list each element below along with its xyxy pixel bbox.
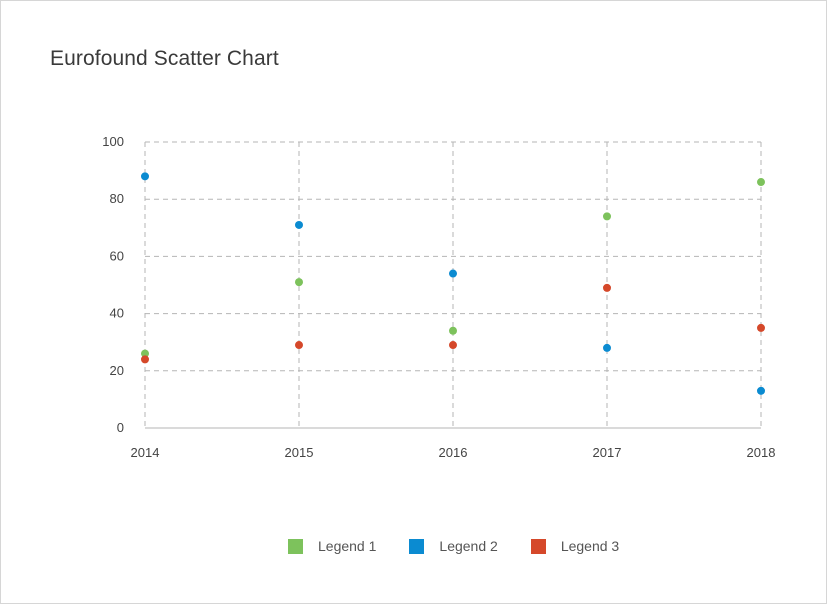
- legend-swatch-2: [409, 538, 425, 554]
- chart-title: Eurofound Scatter Chart: [50, 47, 279, 70]
- legend-swatch-1: [288, 538, 303, 554]
- x-tick-label-2018: 2018: [747, 445, 776, 460]
- point-s3-2018: [757, 323, 765, 332]
- point-s2-2017: [603, 343, 611, 352]
- point-s1-2018: [757, 178, 765, 187]
- legend-label-2: Legend 2: [439, 538, 498, 554]
- y-tick-label-40: 40: [110, 306, 124, 321]
- point-s2-2016: [449, 269, 457, 278]
- point-s1-2016: [449, 326, 457, 335]
- x-tick-label-2016: 2016: [439, 445, 468, 460]
- point-s2-2015: [295, 220, 303, 229]
- legend-label-3: Legend 3: [560, 538, 620, 554]
- point-s3-2014: [141, 355, 149, 364]
- legend-swatch-3: [530, 538, 546, 554]
- legend-item-3[interactable]: Legend 3: [530, 538, 620, 554]
- x-tick-label-2015: 2015: [285, 445, 314, 460]
- point-s2-2014: [141, 172, 149, 181]
- y-tick-label-60: 60: [110, 248, 124, 263]
- legend: Legend 1 Legend 2 Legend 3: [288, 538, 652, 554]
- legend-item-2[interactable]: Legend 2: [409, 538, 498, 554]
- point-s3-2016: [449, 341, 457, 350]
- point-s3-2015: [295, 341, 303, 350]
- x-tick-label-2017: 2017: [593, 445, 622, 460]
- legend-item-1[interactable]: Legend 1: [288, 538, 376, 554]
- y-tick-label-100: 100: [102, 134, 124, 149]
- point-s3-2017: [603, 283, 611, 292]
- point-s1-2017: [603, 212, 611, 221]
- legend-label-1: Legend 1: [318, 538, 377, 554]
- point-s2-2018: [757, 386, 765, 395]
- y-tick-label-20: 20: [110, 363, 124, 378]
- y-tick-label-80: 80: [110, 191, 124, 206]
- y-tick-label-0: 0: [117, 420, 124, 435]
- x-tick-label-2014: 2014: [131, 445, 160, 460]
- point-s1-2014: [141, 349, 149, 358]
- point-s1-2015: [295, 278, 303, 287]
